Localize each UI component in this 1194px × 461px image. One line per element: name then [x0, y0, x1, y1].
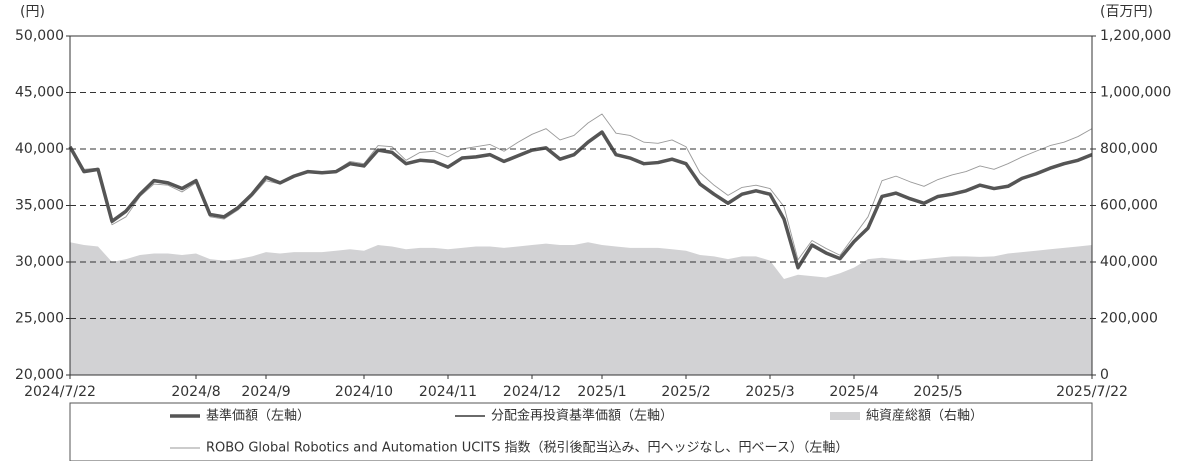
x-tick-label: 2025/1 — [577, 384, 626, 400]
x-tick-label: 2025/4 — [829, 384, 878, 400]
x-tick-label: 2025/2 — [661, 384, 710, 400]
series-line — [69, 113, 1093, 261]
y-tick-label: 45,000 — [15, 85, 64, 101]
y-tick-label: 50,000 — [15, 28, 64, 44]
y2-unit-label: (百万円) — [1100, 4, 1153, 20]
x-tick-label: 2024/7/22 — [24, 384, 96, 400]
y2-tick-label: 400,000 — [1100, 254, 1158, 270]
y-unit-label: (円) — [20, 4, 45, 20]
y2-tick-label: 800,000 — [1100, 141, 1158, 157]
y-tick-label: 35,000 — [15, 198, 64, 214]
y2-tick-label: 1,200,000 — [1100, 28, 1171, 44]
y-tick-label: 30,000 — [15, 254, 64, 270]
y2-tick-label: 1,000,000 — [1100, 85, 1171, 101]
legend: 基準価額（左軸） 分配金再投資基準価額（左軸） 純資産総額（右軸） ROBO Glob… — [170, 408, 983, 456]
legend-label: ROBO Global Robotics and Automation UCIT… — [206, 441, 848, 456]
x-tick-label: 2025/3 — [745, 384, 794, 400]
legend-label: 基準価額（左軸） — [206, 408, 310, 424]
legend-box — [69, 402, 1093, 461]
x-tick-label: 2024/8 — [171, 384, 220, 400]
x-tick-label: 2025/5 — [913, 384, 962, 400]
legend-label: 純資産総額（右軸） — [866, 408, 983, 424]
y-tick-label: 20,000 — [15, 367, 64, 383]
x-tick-label: 2025/7/22 — [1056, 384, 1128, 400]
x-tick-label: 2024/10 — [335, 384, 393, 400]
legend-label: 分配金再投資基準価額（左軸） — [491, 408, 673, 424]
y2-tick-label: 200,000 — [1100, 311, 1158, 327]
y2-tick-label: 0 — [1100, 367, 1109, 383]
legend-swatch — [830, 412, 860, 420]
y-tick-label: 40,000 — [15, 141, 64, 157]
x-tick-label: 2024/11 — [419, 384, 477, 400]
plot-frame — [69, 35, 1093, 376]
y-tick-label: 25,000 — [15, 311, 64, 327]
y2-tick-label: 600,000 — [1100, 198, 1158, 214]
x-tick-label: 2024/9 — [241, 384, 290, 400]
x-tick-label: 2024/12 — [503, 384, 561, 400]
net-assets-area — [70, 242, 1092, 375]
